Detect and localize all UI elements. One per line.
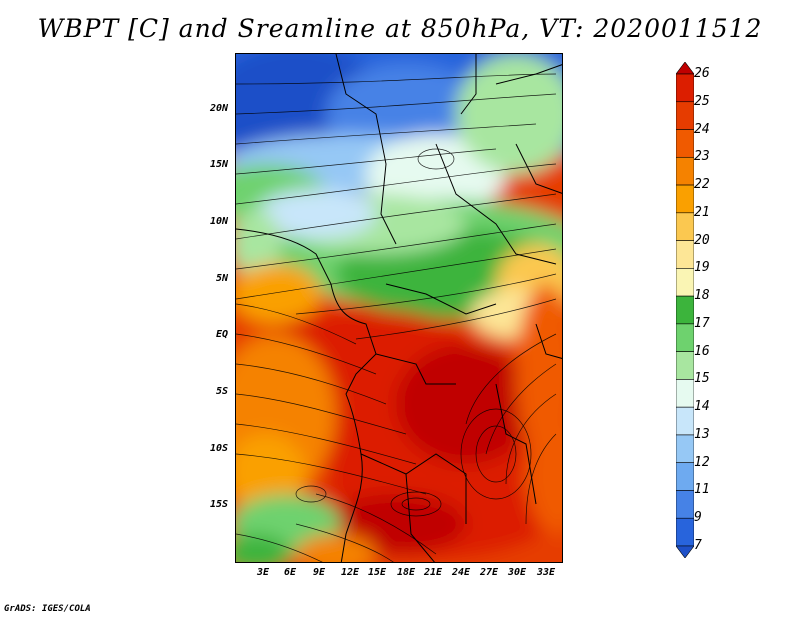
colorbar-label: 20 <box>694 232 710 248</box>
lon-label: 15E <box>368 567 387 578</box>
colorbar-label: 17 <box>694 315 710 331</box>
lat-label: 15N <box>209 159 228 170</box>
colorbar-label: 9 <box>694 510 702 526</box>
wbpt-shading <box>236 54 562 562</box>
colorbar-swatch <box>676 101 694 130</box>
lat-label: 5S <box>215 386 228 397</box>
colorbar-label: 25 <box>694 93 710 109</box>
wbpt-field-map <box>236 54 562 562</box>
colorbar-label: 14 <box>694 399 710 415</box>
lat-label: 15S <box>209 499 228 510</box>
lon-label: 21E <box>424 567 443 578</box>
colorbar-swatch <box>676 129 694 158</box>
lon-label: 3E <box>257 567 270 578</box>
colorbar-swatch <box>676 73 694 103</box>
colorbar-swatch <box>676 295 694 325</box>
lat-label: 5N <box>215 273 228 284</box>
map-panel <box>235 53 563 563</box>
lat-label: 10S <box>209 443 228 454</box>
colorbar-swatch <box>676 379 694 408</box>
colorbar-label: 23 <box>694 149 710 165</box>
colorbar-label: 12 <box>694 454 710 470</box>
lon-label: 33E <box>537 567 556 578</box>
lon-label: 18E <box>397 567 416 578</box>
colorbar-swatch <box>676 212 694 241</box>
lon-label: 12E <box>341 567 360 578</box>
colorbar-label: 7 <box>694 538 702 553</box>
colorbar-label: 15 <box>694 371 710 387</box>
lat-label: 10N <box>209 216 228 227</box>
colorbar-swatch <box>676 406 694 436</box>
lon-label: 6E <box>284 567 297 578</box>
colorbar-label: 26 <box>694 66 710 81</box>
lon-label: 30E <box>508 567 527 578</box>
grads-credit: GrADS: IGES/COLA <box>4 604 91 614</box>
lon-label: 9E <box>313 567 326 578</box>
colorbar-swatch <box>676 240 694 269</box>
colorbar <box>676 62 694 558</box>
map-title: WBPT [C] and Sreamline at 850hPa, VT: 20… <box>37 14 763 43</box>
lon-label: 27E <box>480 567 499 578</box>
lon-label: 24E <box>452 567 471 578</box>
lat-label: 20N <box>209 103 228 114</box>
colorbar-label: 16 <box>694 343 710 359</box>
colorbar-swatch <box>676 323 694 352</box>
colorbar-swatch <box>676 517 694 547</box>
colorbar-swatch <box>676 434 694 464</box>
colorbar-swatch <box>676 545 694 558</box>
colorbar-swatch <box>676 62 694 75</box>
colorbar-label: 18 <box>694 288 710 304</box>
country-borders <box>236 54 562 562</box>
lat-label: EQ <box>215 329 228 340</box>
colorbar-label: 13 <box>694 426 710 442</box>
colorbar-label: 22 <box>694 177 710 193</box>
colorbar-label: 24 <box>694 121 710 137</box>
colorbar-swatch <box>676 462 694 491</box>
colorbar-swatch <box>676 490 694 519</box>
colorbar-swatch <box>676 184 694 214</box>
colorbar-label: 21 <box>694 204 710 220</box>
streamlines <box>236 73 557 562</box>
colorbar-label: 19 <box>694 260 710 276</box>
colorbar-label: 11 <box>694 482 710 498</box>
colorbar-swatch <box>676 268 694 297</box>
colorbar-swatch <box>676 351 694 380</box>
colorbar-swatch <box>676 156 694 186</box>
